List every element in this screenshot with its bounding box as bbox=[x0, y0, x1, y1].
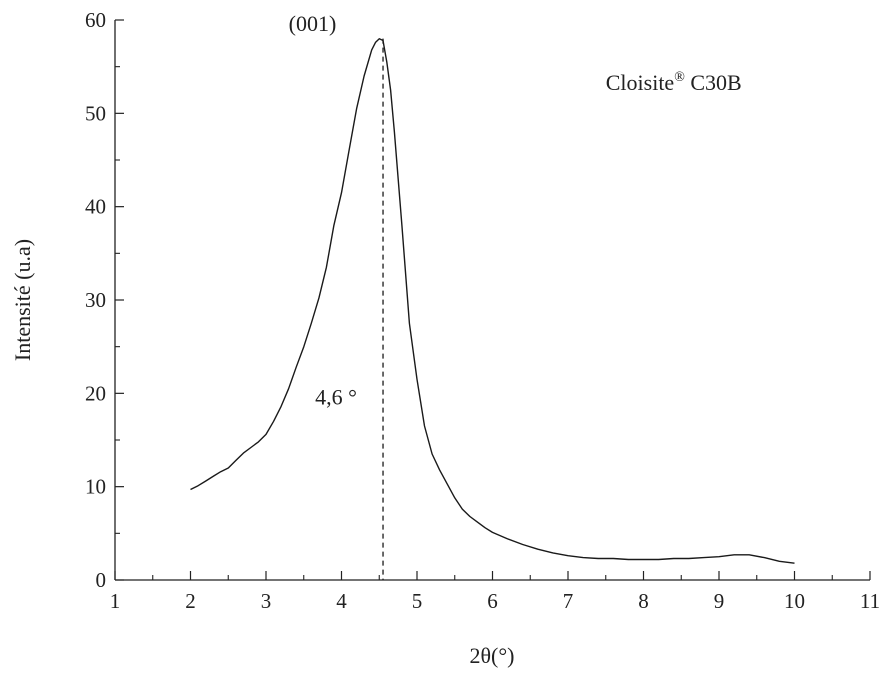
y-axis-label: Intensité (u.a) bbox=[10, 239, 35, 361]
x-tick-label: 11 bbox=[860, 589, 880, 613]
y-tick-label: 20 bbox=[85, 381, 106, 405]
y-tick-label: 50 bbox=[85, 101, 106, 125]
x-tick-label: 2 bbox=[185, 589, 196, 613]
x-tick-label: 1 bbox=[110, 589, 121, 613]
y-tick-label: 0 bbox=[96, 568, 107, 592]
annotation-suffix: C30B bbox=[685, 70, 742, 95]
annotation-1: 4,6 ° bbox=[315, 385, 357, 410]
tick-labels: 1 2 3 4 5 6 7 8 9 10 11 0 10 20 30 40 50 60 bbox=[85, 8, 880, 613]
x-tick-label: 7 bbox=[563, 589, 574, 613]
annotation-2: Cloisite® C30B bbox=[606, 70, 742, 95]
series-layer bbox=[190, 38, 795, 564]
y-tick-label: 40 bbox=[85, 195, 106, 219]
x-tick-label: 10 bbox=[784, 589, 805, 613]
y-tick-label: 60 bbox=[85, 8, 106, 32]
annotation-0: (001) bbox=[289, 11, 337, 36]
y-tick-label: 10 bbox=[85, 475, 106, 499]
xrd-series-line bbox=[190, 38, 795, 564]
x-tick-label: 3 bbox=[261, 589, 272, 613]
x-tick-label: 5 bbox=[412, 589, 423, 613]
axis-ticks bbox=[114, 19, 871, 581]
y-tick-label: 30 bbox=[85, 288, 106, 312]
annotation-layer: (001) 4,6 ° Cloisite® C30B bbox=[289, 11, 742, 409]
x-tick-label: 6 bbox=[487, 589, 498, 613]
x-tick-label: 9 bbox=[714, 589, 725, 613]
x-tick-label: 8 bbox=[638, 589, 649, 613]
annotation-superscript: ® bbox=[674, 70, 685, 85]
x-axis-label: 2θ(°) bbox=[470, 643, 515, 668]
x-tick-label: 4 bbox=[336, 589, 347, 613]
plot-axes bbox=[114, 20, 870, 581]
